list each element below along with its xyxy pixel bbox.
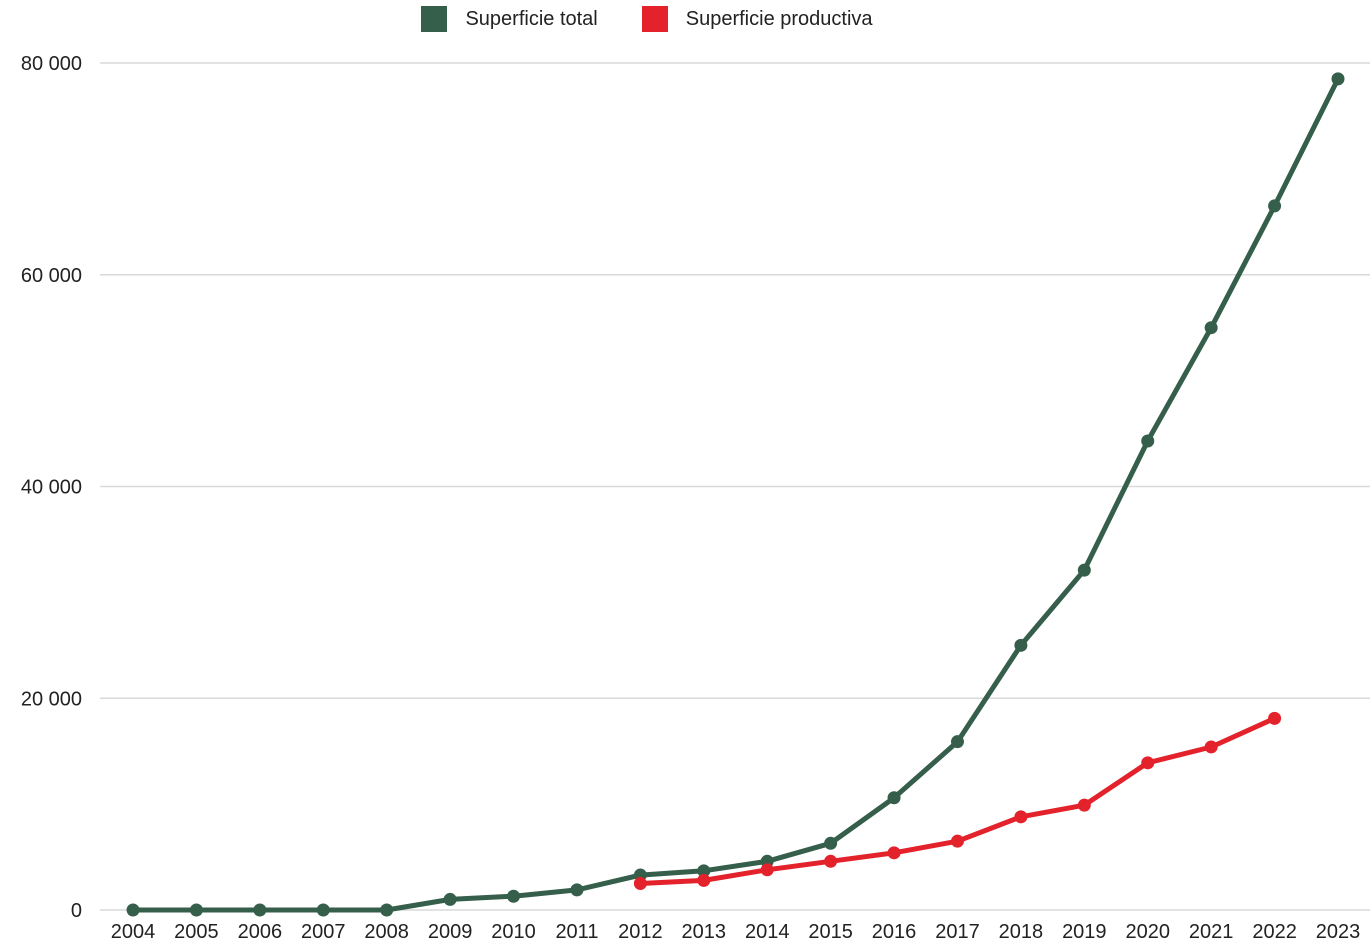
x-tick-label-2006: 2006 — [238, 921, 283, 943]
data-point-s0-2009 — [443, 892, 457, 906]
legend-swatch-productiva — [641, 6, 668, 32]
x-tick-label-2009: 2009 — [428, 921, 473, 943]
x-tick-label-2020: 2020 — [1125, 921, 1170, 943]
x-tick-label-2004: 2004 — [111, 921, 156, 943]
data-point-s0-2006 — [253, 903, 267, 917]
x-tick-label-2008: 2008 — [364, 921, 409, 943]
y-tick-label-40000: 40 000 — [21, 477, 82, 499]
data-point-s1-2020 — [1141, 756, 1155, 770]
x-tick-label-2011: 2011 — [555, 921, 598, 943]
x-tick-label-2007: 2007 — [301, 921, 346, 943]
x-tick-label-2018: 2018 — [999, 921, 1044, 943]
data-point-s0-2019 — [1077, 563, 1091, 577]
legend-item-productiva: Superficie productiva — [641, 6, 873, 32]
data-point-s1-2022 — [1268, 711, 1282, 725]
legend-label-productiva: Superficie productiva — [685, 7, 873, 30]
y-tick-label-60000: 60 000 — [21, 265, 82, 287]
data-point-s0-2007 — [316, 903, 330, 917]
x-tick-label-2023: 2023 — [1316, 921, 1361, 943]
data-point-s1-2014 — [760, 863, 774, 877]
data-point-s1-2021 — [1204, 740, 1218, 754]
data-point-s0-2018 — [1014, 638, 1028, 652]
x-tick-label-2022: 2022 — [1252, 921, 1297, 943]
data-point-s1-2019 — [1077, 798, 1091, 812]
x-tick-label-2013: 2013 — [682, 921, 727, 943]
data-point-s0-2020 — [1141, 434, 1155, 448]
y-tick-label-20000: 20 000 — [21, 688, 82, 710]
data-point-s0-2010 — [507, 889, 521, 903]
data-point-s0-2016 — [887, 791, 901, 805]
y-tick-label-0: 0 — [71, 900, 82, 922]
data-point-s0-2023 — [1331, 72, 1345, 86]
data-point-s0-2005 — [189, 903, 203, 917]
legend-swatch-total — [421, 6, 448, 32]
legend-label-total: Superficie total — [465, 7, 598, 30]
x-tick-label-2012: 2012 — [618, 921, 663, 943]
y-tick-label-80000: 80 000 — [21, 53, 82, 75]
data-point-s0-2011 — [570, 883, 584, 897]
x-tick-label-2016: 2016 — [872, 921, 917, 943]
data-point-s0-2022 — [1268, 199, 1282, 213]
data-point-s0-2015 — [824, 836, 838, 850]
legend-item-total: Superficie total — [421, 6, 598, 32]
data-point-s1-2017 — [950, 834, 964, 848]
x-tick-label-2017: 2017 — [935, 921, 980, 943]
series-line-0 — [130, 76, 1341, 913]
x-tick-label-2005: 2005 — [174, 921, 219, 943]
data-point-s0-2008 — [380, 903, 394, 917]
data-point-s1-2012 — [633, 877, 647, 891]
chart-legend: Superficie total Superficie productiva — [0, 6, 1370, 32]
x-tick-label-2014: 2014 — [745, 921, 790, 943]
data-point-s0-2013 — [697, 864, 711, 878]
data-point-s0-2004 — [126, 903, 140, 917]
x-tick-label-2021: 2021 — [1189, 921, 1234, 943]
x-tick-label-2015: 2015 — [808, 921, 853, 943]
data-point-s0-2021 — [1204, 321, 1218, 335]
x-tick-label-2019: 2019 — [1062, 921, 1107, 943]
data-point-s1-2013 — [697, 873, 711, 887]
data-point-s0-2017 — [950, 735, 964, 749]
data-point-s1-2015 — [824, 854, 838, 868]
x-tick-label-2010: 2010 — [491, 921, 536, 943]
data-point-s1-2018 — [1014, 810, 1028, 824]
data-point-s1-2016 — [887, 846, 901, 860]
